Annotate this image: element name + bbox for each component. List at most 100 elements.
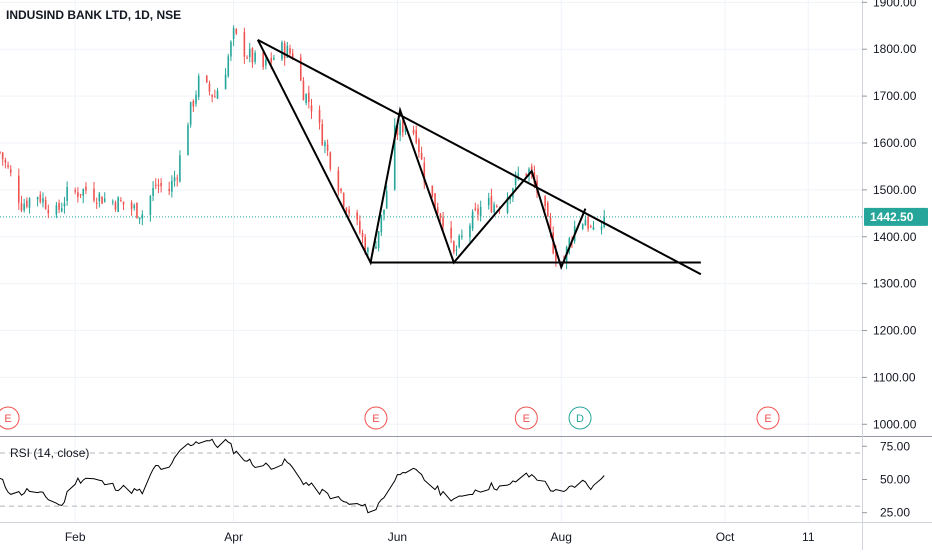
candle-body — [600, 226, 603, 230]
candle-body — [248, 48, 251, 58]
candle-body — [171, 180, 173, 192]
rsi-label: RSI (14, close) — [10, 446, 89, 460]
candle-body — [587, 216, 589, 229]
earnings-marker-label: E — [4, 413, 11, 425]
candle-body — [26, 200, 28, 207]
candle-body — [39, 194, 42, 202]
candle-body — [179, 155, 181, 182]
candle-body — [111, 201, 114, 203]
candle-body — [154, 184, 157, 186]
candle-body — [286, 45, 289, 58]
time-tick-label: Jun — [388, 530, 407, 544]
candle-body — [581, 224, 584, 229]
candle-body — [342, 193, 345, 207]
candle-body — [122, 201, 125, 205]
candle-body — [474, 208, 477, 210]
candle-body — [364, 237, 367, 254]
earnings-marker[interactable] — [514, 406, 538, 430]
descending-resistance-line[interactable] — [257, 38, 702, 276]
candle-body — [192, 100, 195, 107]
candle-body — [479, 206, 482, 216]
candle-body — [525, 173, 528, 177]
candle-body — [299, 57, 302, 81]
candle-body — [383, 209, 385, 215]
earnings-marker-label: E — [764, 413, 771, 425]
candle-body — [120, 200, 122, 202]
grid-layer — [0, 0, 862, 522]
last-price-label: 1442.50 — [870, 210, 914, 224]
candle-body — [85, 186, 87, 191]
candle-body — [0, 151, 1, 153]
candle-body — [130, 202, 133, 209]
candle-body — [243, 32, 246, 57]
dividend-marker-label: D — [576, 413, 584, 425]
candle-body — [361, 233, 364, 238]
zigzag-line[interactable] — [256, 39, 587, 271]
earnings-marker[interactable] — [0, 406, 20, 430]
candle-body — [152, 187, 154, 196]
candle-body — [589, 226, 592, 228]
symbol-title: INDUSIND BANK LTD, 1D, NSE — [6, 8, 181, 22]
rsi-line — [0, 438, 605, 514]
candle-body — [189, 101, 192, 125]
candle-body — [232, 28, 235, 40]
candle-body — [36, 197, 39, 200]
candle-body — [195, 94, 197, 104]
candle-body — [436, 207, 439, 214]
pattern-drawings[interactable] — [256, 38, 702, 276]
candle-body — [469, 225, 471, 238]
candle-body — [28, 198, 31, 208]
time-tick-label: 11 — [802, 530, 815, 544]
candle-body — [461, 235, 463, 238]
price-tick-label: 1700.00 — [873, 89, 917, 103]
candle-body — [345, 207, 348, 212]
candle-body — [98, 193, 101, 202]
candle-body — [305, 93, 307, 103]
rsi-tick-label: 75.00 — [880, 439, 910, 453]
price-tick-label: 1400.00 — [873, 230, 917, 244]
candle-body — [168, 189, 170, 191]
price-tick-label: 1800.00 — [873, 42, 917, 56]
earnings-marker-label: E — [523, 413, 530, 425]
earnings-marker[interactable] — [364, 406, 388, 430]
earnings-marker[interactable] — [756, 406, 780, 430]
candle-body — [439, 213, 442, 218]
time-tick-label: Apr — [224, 530, 243, 544]
candle-body — [103, 198, 106, 202]
earnings-marker-label: E — [372, 413, 379, 425]
candle-body — [176, 178, 179, 180]
candle-body — [568, 238, 571, 250]
candle-body — [173, 177, 176, 182]
candle-body — [283, 43, 286, 59]
candle-body — [329, 152, 332, 169]
candle-body — [214, 96, 216, 98]
candle-body — [340, 188, 342, 191]
candle-body — [375, 246, 377, 249]
candle-body — [418, 139, 420, 153]
candle-body — [55, 205, 58, 215]
candle-body — [393, 125, 396, 190]
candle-body — [291, 53, 294, 59]
candle-body — [528, 168, 530, 176]
candle-body — [506, 197, 509, 213]
candle-body — [493, 204, 495, 213]
candle-body — [450, 227, 452, 239]
candle-body — [60, 208, 63, 212]
candle-body — [1, 152, 4, 160]
candle-body — [79, 193, 82, 196]
dividend-marker[interactable] — [568, 406, 592, 430]
candle-body — [265, 59, 267, 66]
candle-body — [66, 186, 68, 201]
price-tick-label: 1000.00 — [873, 417, 917, 431]
candle-body — [254, 52, 256, 62]
last-price-badge[interactable] — [864, 207, 928, 226]
candle-body — [58, 202, 60, 210]
candle-body — [420, 152, 423, 160]
candle-body — [401, 120, 404, 133]
candle-body — [47, 209, 50, 214]
price-tick-label: 1200.00 — [873, 324, 917, 338]
